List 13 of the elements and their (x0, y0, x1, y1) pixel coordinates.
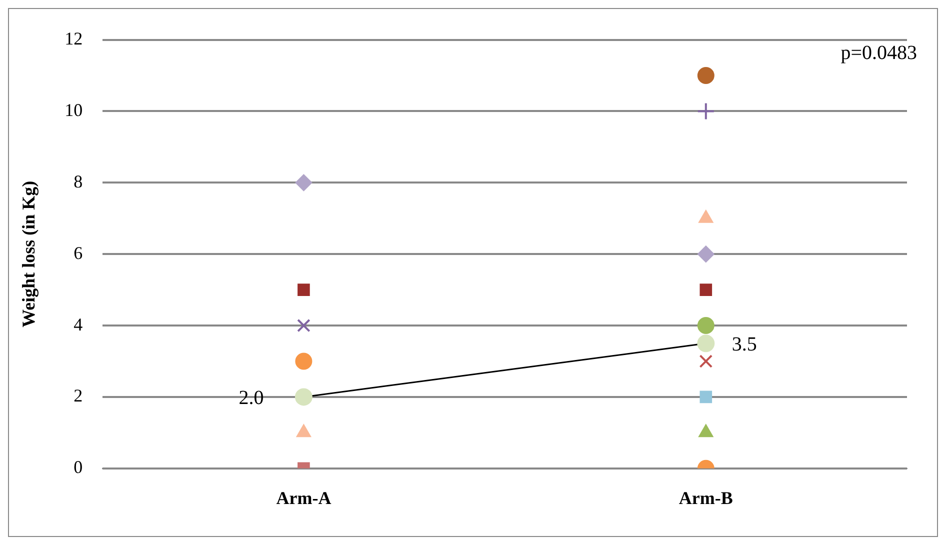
data-label: 2.0 (238, 387, 264, 410)
annotation: p=0.0483 (840, 42, 917, 64)
y-tick-label: 8 (74, 171, 83, 192)
x-tick-label: Arm-A (276, 488, 332, 508)
y-tick-label: 10 (64, 100, 83, 120)
y-tick-label: 2 (74, 386, 83, 406)
y-tick-label: 12 (64, 28, 83, 49)
y-tick-label: 0 (74, 457, 83, 478)
y-tick-label: 6 (74, 242, 83, 263)
x-tick-label: Arm-B (678, 488, 733, 508)
data-label: 3.5 (732, 334, 757, 356)
y-axis-title: Weight loss (in Kg) (18, 180, 38, 328)
y-tick-label: 4 (74, 314, 83, 334)
